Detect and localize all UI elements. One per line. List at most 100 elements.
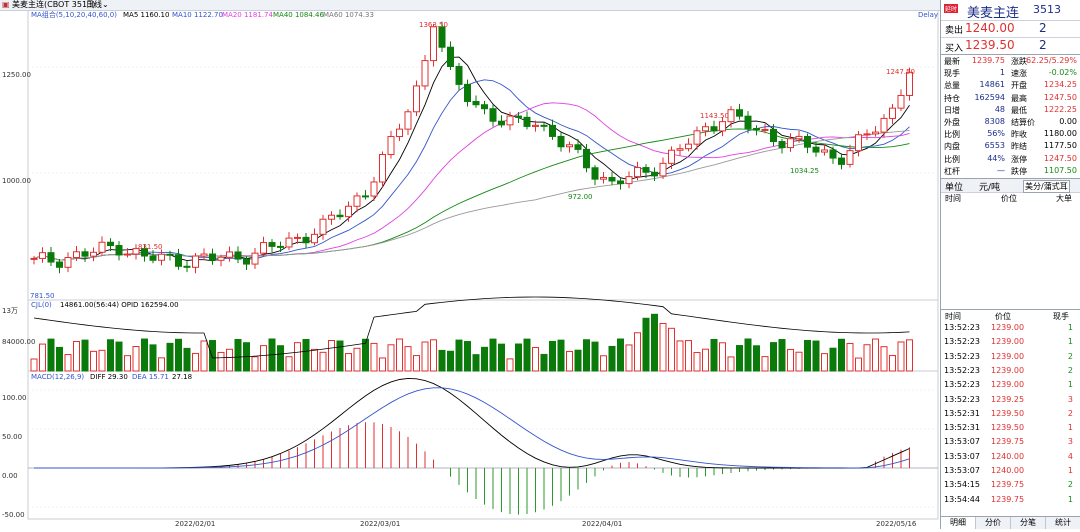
candle-body [268,242,276,247]
ma40-legend: MA40 1084.46 [273,11,324,19]
tick-row[interactable]: 13:52:23 1239.25 3 [941,394,1080,407]
quote-header: 延时 美麦主连 3513 [941,0,1080,21]
candle-body [166,253,174,256]
volume-bar [141,338,148,372]
candle-body [39,252,46,259]
stats-row: 杠杆 — 跌停 1107.50 [941,165,1080,177]
tick-row[interactable]: 13:52:31 1239.50 1 [941,422,1080,435]
candle-body [659,162,667,177]
volume-bar [175,338,182,372]
tick-price: 1239.50 [991,408,1025,418]
tick-time: 13:52:31 [944,423,980,433]
volume-bar [285,356,293,372]
candle-body [600,177,607,180]
tick-time: 13:52:23 [944,394,980,404]
volume-bar [804,339,811,372]
delay-badge-icon: 延时 [944,4,959,13]
candlestick-chart[interactable]: MA组合(5,10,20,40,60,0) MA5 1160.10 MA10 1… [0,9,940,529]
tab-trades[interactable]: 分笔 [1011,517,1046,529]
tick-row[interactable]: 13:52:23 1239.00 2 [941,351,1080,364]
volume-bar [770,342,777,372]
candle-body [829,149,837,159]
ma-group-legend[interactable]: MA组合(5,10,20,40,60,0) [31,10,117,19]
tick-row[interactable]: 13:54:15 1239.75 2 [941,479,1080,492]
volume-bar [872,338,879,372]
candle-body [693,130,701,145]
tick-row[interactable]: 13:52:23 1239.00 1 [941,336,1080,349]
tab-price-dist[interactable]: 分价 [976,517,1011,529]
instrument-title: 美麦主连(CBOT 3513) [12,0,96,9]
tick-qty: 1 [1067,423,1073,433]
quote-code: 3513 [1033,3,1061,16]
tick-price: 1239.00 [991,337,1025,347]
tick-row[interactable]: 13:52:23 1239.00 2 [941,365,1080,378]
ticks-qty-header: 现手 [1053,312,1069,321]
candle-body [838,157,845,165]
tick-row[interactable]: 13:53:07 1239.75 3 [941,436,1080,449]
tick-row[interactable]: 13:52:23 1239.00 1 [941,322,1080,335]
tick-row[interactable]: 13:53:07 1240.00 4 [941,451,1080,464]
tick-price: 1239.00 [991,365,1025,375]
ma20-line [33,102,910,261]
candle-body [736,109,743,117]
volume-bar [447,350,454,372]
candle-body [557,135,565,148]
tab-stats[interactable]: 统计 [1055,518,1071,527]
candle-body [770,128,777,143]
candle-body [515,115,522,118]
volume-bar [149,344,157,372]
macd-tick-neg50: -50.00 [2,511,25,519]
stat-label: 内盘 [944,142,960,152]
candle-body [438,26,446,48]
period-label: 日线 [86,0,102,9]
candle-body [200,253,208,257]
chart-area[interactable]: MA组合(5,10,20,40,60,0) MA5 1160.10 MA10 1… [0,9,940,529]
candle-body [821,149,828,153]
stat-label: 涨停 [1011,154,1027,164]
volume-bar [464,341,471,372]
currency-dropdown[interactable]: 美分/蒲式耳 [1023,180,1070,193]
candle-body [302,236,310,244]
tab-details[interactable]: 明细 [941,517,976,529]
tick-row[interactable]: 13:54:44 1239.75 1 [941,494,1080,507]
candle-body [336,214,344,218]
candle-body [804,135,811,148]
candle-body [489,108,497,122]
candle-body [566,144,573,148]
volume-bar [302,339,310,372]
volume-legend-title[interactable]: CJL(0) [31,301,52,309]
tick-qty: 2 [1067,351,1073,361]
candle-body [243,258,250,265]
tick-price: 1239.50 [991,423,1025,433]
candle-body [234,251,242,260]
candle-body [676,148,684,151]
stat-value: 162594 [974,92,1005,102]
candle-body [880,117,888,133]
unit-label: 单位 [945,183,964,193]
volume-bar [625,344,633,372]
candle-body [387,136,395,156]
tick-row[interactable]: 13:53:07 1240.00 1 [941,465,1080,478]
macd-value-legend: 27.18 [172,373,192,381]
stat-label: 涨跌 [1011,57,1027,66]
tick-time: 13:53:07 [944,466,980,475]
candle-body [540,124,548,127]
stat-value: 14861 [979,80,1005,90]
volume-bar [889,354,896,372]
tick-price: 1239.00 [991,380,1025,390]
volume-bar [200,340,208,372]
tick-time: 13:52:23 [944,351,980,361]
unit-row: 单位 元/吨 美分/蒲式耳 [941,178,1080,193]
period-selector[interactable]: 日线⌄ [86,0,109,10]
tick-row[interactable]: 13:52:23 1239.00 1 [941,379,1080,392]
macd-legend-title[interactable]: MACD(12,26,9) [31,373,84,381]
volume-bar [608,345,616,372]
stat-label: 最新 [944,57,960,66]
candle-body [506,115,514,126]
tick-price: 1240.00 [991,451,1025,461]
volume-bar [727,356,735,372]
macd-tick-0: 0.00 [2,472,18,480]
candle-body [277,245,284,248]
volume-bar [90,350,97,372]
tick-row[interactable]: 13:52:31 1239.50 2 [941,408,1080,421]
